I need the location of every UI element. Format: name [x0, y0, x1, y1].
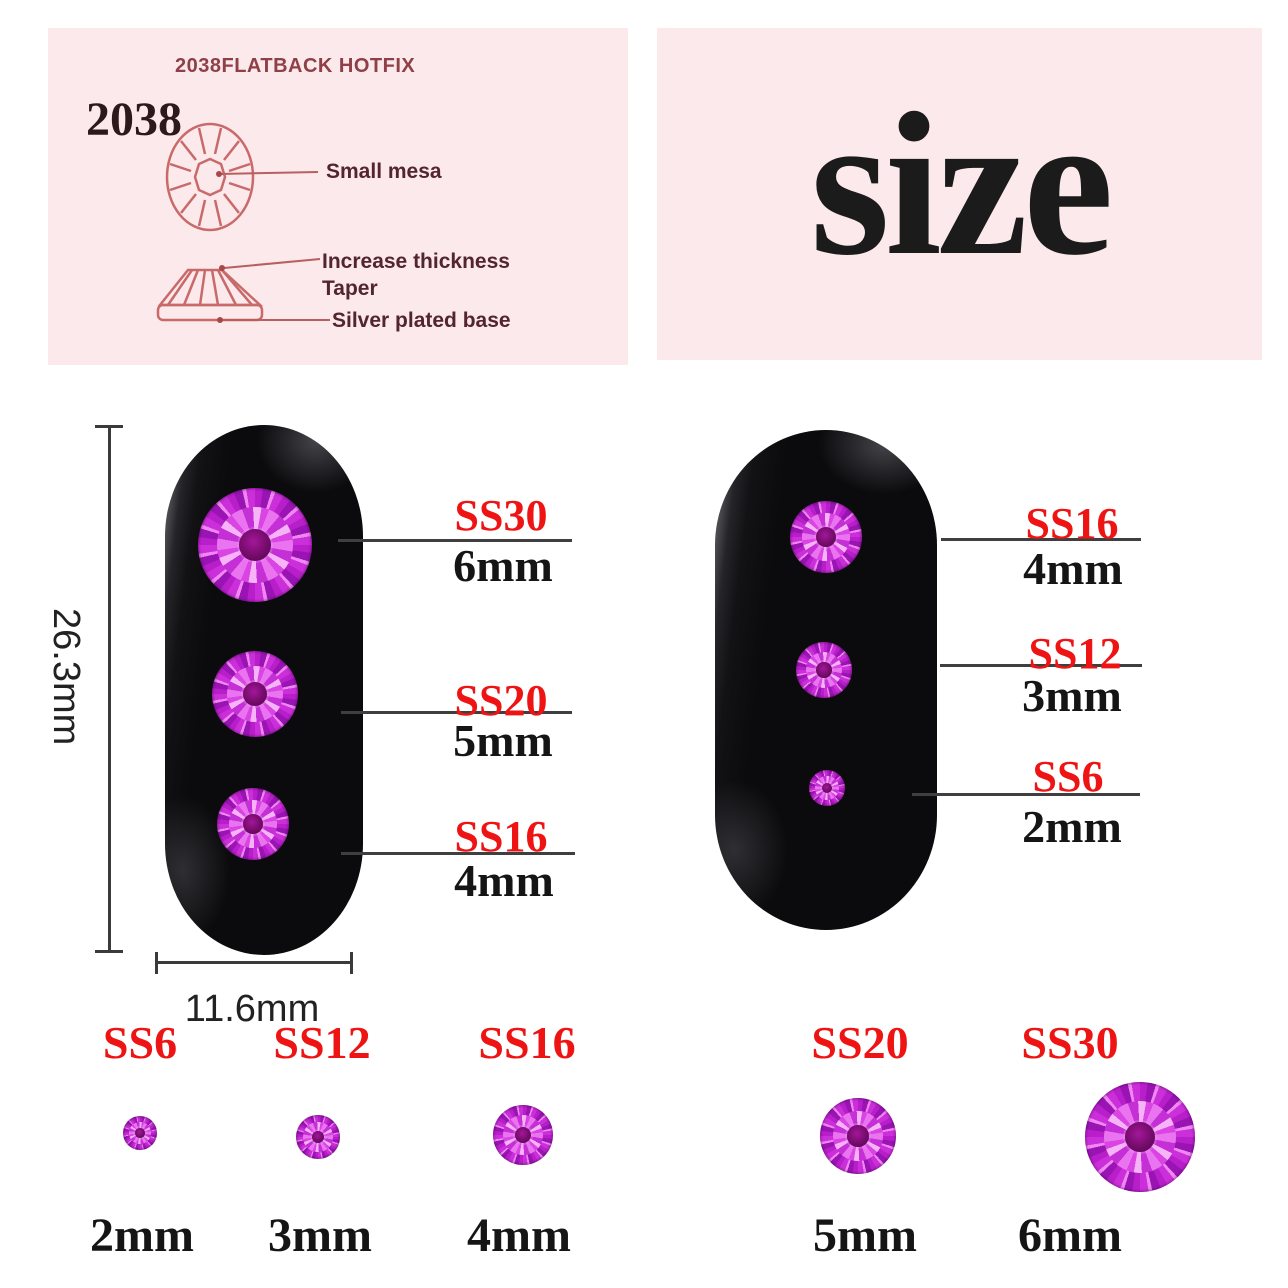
model-number: 2038 [86, 93, 182, 146]
annotation-taper: Taper [322, 277, 378, 300]
size-row-ss-label: SS30 [1021, 1017, 1119, 1068]
rhinestone [198, 488, 312, 602]
rhinestone [212, 651, 298, 737]
callout-mm-label: 5mm [453, 715, 553, 766]
width-measure-label: 11.6mm [184, 988, 320, 1030]
size-row-ss-label: SS12 [273, 1017, 371, 1068]
height-measure-line [108, 425, 111, 953]
rhinestone [820, 1098, 896, 1174]
width-measure-line [155, 961, 353, 964]
height-measure-cap-top [95, 425, 123, 428]
diagram-title: 2038FLATBACK HOTFIX [175, 55, 416, 77]
rhinestone [1085, 1082, 1195, 1192]
size-row-ss-label: SS16 [478, 1017, 576, 1068]
rhinestone [790, 501, 862, 573]
callout-ss-label: SS6 [1032, 752, 1104, 801]
callout-line [940, 664, 1142, 667]
callout-line [912, 793, 1140, 796]
callout-ss-label: SS16 [454, 812, 548, 861]
size-row-ss-label: SS6 [102, 1017, 178, 1068]
callout-ss-label: SS16 [1025, 499, 1119, 548]
width-measure-tick-right [350, 952, 353, 974]
height-measure-cap-bottom [95, 950, 123, 953]
rhinestone [493, 1105, 553, 1165]
size-title: size [810, 71, 1114, 298]
callout-line [341, 711, 572, 714]
size-panel: size [657, 28, 1262, 360]
callout-line [341, 852, 575, 855]
callout-mm-label: 2mm [1022, 801, 1122, 852]
rhinestone-structure-diagram [156, 122, 330, 323]
callout-ss-label: SS30 [454, 491, 548, 540]
callout-mm-label: 4mm [1023, 543, 1123, 594]
callout-line [941, 538, 1141, 541]
spec-diagram-panel: 2038FLATBACK HOTFIX 2038 Small mesa Incr… [48, 28, 628, 365]
size-row-mm-label: 4mm [467, 1209, 571, 1262]
callout-mm-label: 6mm [453, 540, 553, 591]
annotation-increase-thickness: Increase thickness [322, 250, 510, 273]
callout-mm-label: 4mm [454, 855, 554, 906]
size-row-mm-label: 2mm [90, 1209, 194, 1262]
rhinestone [217, 788, 289, 860]
size-row-mm-label: 6mm [1018, 1209, 1122, 1262]
annotation-small-mesa: Small mesa [326, 160, 442, 183]
callout-ss-label: SS20 [454, 676, 548, 725]
annotation-silver-plated-base: Silver plated base [332, 309, 511, 332]
size-row-mm-label: 5mm [813, 1209, 917, 1262]
size-row-mm-label: 3mm [268, 1209, 372, 1262]
rhinestone [296, 1115, 340, 1159]
rhinestone [809, 770, 845, 806]
rhinestone [123, 1116, 157, 1150]
callout-line [338, 539, 572, 542]
size-row-ss-label: SS20 [811, 1017, 909, 1068]
rhinestone [796, 642, 852, 698]
height-measure-label: 26.3mm [45, 608, 87, 746]
callout-ss-label: SS12 [1028, 629, 1122, 678]
width-measure-tick-left [155, 952, 158, 974]
callout-mm-label: 3mm [1022, 670, 1122, 721]
